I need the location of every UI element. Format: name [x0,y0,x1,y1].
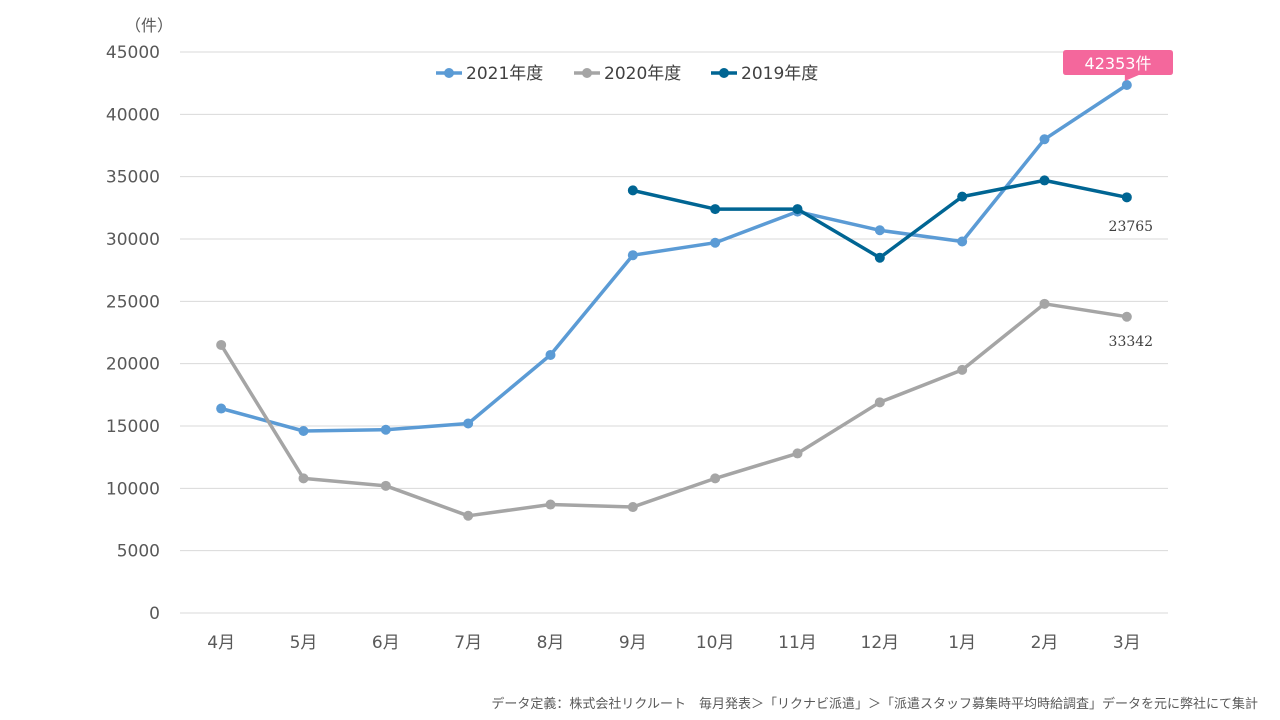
data-point [380,424,391,435]
data-point [627,502,638,513]
x-tick-label: 5月 [290,633,318,653]
callout: 42353件 [1063,50,1173,81]
x-tick-label: 12月 [861,633,900,653]
x-tick-label: 11月 [778,633,817,653]
series-line [631,178,1129,260]
data-label: 23765 [1109,219,1154,235]
legend-item: 2021年度 [436,64,543,84]
y-axis-unit: （件） [125,16,173,35]
x-tick-label: 7月 [454,633,482,653]
annotations: 42353件 23765 33342 [1063,50,1173,350]
data-point [1039,134,1050,145]
legend-label: 2020年度 [604,64,681,84]
data-point [874,397,885,408]
x-tick-label: 2月 [1031,633,1059,653]
x-tick-labels: 4月 5月 6月 7月 8月 9月 10月 11月 12月 1月 2月 3月 [207,633,1140,653]
series-0 [216,79,1132,436]
x-tick-label: 9月 [619,633,647,653]
legend-marker [444,68,454,78]
legend-item: 2020年度 [574,64,681,84]
series-line [219,302,1129,518]
gridlines [180,51,1168,614]
y-tick-label: 25000 [106,292,160,312]
legend-item: 2019年度 [711,64,818,84]
callout-label: 42353件 [1085,54,1152,73]
data-point [627,185,638,196]
data-point [957,236,968,247]
y-tick-label: 5000 [117,542,160,562]
y-tick-label: 30000 [106,230,160,250]
x-tick-label: 6月 [372,633,400,653]
series-line [219,83,1129,433]
series-2 [627,175,1132,263]
data-point [792,448,803,459]
data-point [710,204,721,215]
data-point [627,250,638,261]
x-tick-label: 8月 [537,633,565,653]
data-point [1121,79,1132,90]
series-layer [216,79,1132,521]
data-point [957,364,968,375]
data-point [710,473,721,484]
y-tick-label: 0 [149,604,160,624]
data-point [216,403,227,414]
legend-marker [719,68,729,78]
y-tick-label: 20000 [106,355,160,375]
legend-label: 2019年度 [741,64,818,84]
data-point [1039,175,1050,186]
source-note: データ定義：株式会社リクルート 毎月発表＞「リクナビ派遣」＞「派遣スタッフ募集時… [491,697,1258,712]
legend-marker [582,68,592,78]
data-point [874,225,885,236]
data-point [298,425,309,436]
data-point [463,418,474,429]
x-tick-label: 10月 [696,633,735,653]
data-point [380,480,391,491]
y-tick-label: 40000 [106,105,160,125]
x-tick-label: 4月 [207,633,235,653]
data-point [710,237,721,248]
data-point [545,349,556,360]
y-tick-label: 45000 [106,43,160,63]
data-point [1121,192,1132,203]
data-point [298,473,309,484]
data-point [216,339,227,350]
callout-box [1063,50,1173,81]
x-tick-label: 3月 [1113,633,1141,653]
y-tick-label: 15000 [106,417,160,437]
data-point [1039,298,1050,309]
y-tick-label: 10000 [106,479,160,499]
data-label: 33342 [1109,334,1154,350]
legend-label: 2021年度 [466,64,543,84]
y-tick-label: 35000 [106,168,160,188]
legend: 2021年度 2020年度 2019年度 [436,64,818,84]
data-point [545,499,556,510]
data-point [1121,311,1132,322]
data-point [792,204,803,215]
series-1 [216,298,1132,521]
data-point [463,510,474,521]
data-point [874,252,885,263]
data-point [957,191,968,202]
x-tick-label: 1月 [948,633,976,653]
y-tick-labels: 0 5000 10000 15000 20000 25000 30000 35000 40000… [106,43,160,624]
